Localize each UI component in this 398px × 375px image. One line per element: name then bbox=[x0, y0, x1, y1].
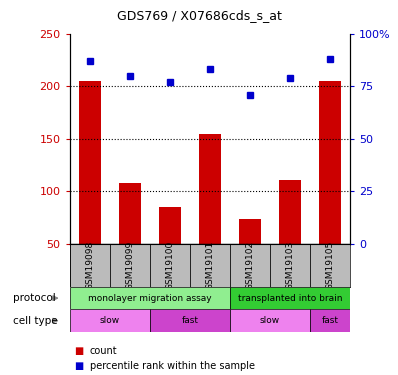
Bar bbox=[199, 134, 221, 244]
Bar bbox=[79, 81, 101, 244]
Bar bbox=[119, 183, 141, 244]
Text: GSM19098: GSM19098 bbox=[85, 241, 94, 290]
Text: slow: slow bbox=[260, 316, 280, 325]
Text: fast: fast bbox=[181, 316, 198, 325]
Text: GDS769 / X07686cds_s_at: GDS769 / X07686cds_s_at bbox=[117, 9, 281, 22]
Text: GSM19102: GSM19102 bbox=[246, 241, 255, 290]
Bar bbox=[310, 244, 350, 287]
Text: fast: fast bbox=[322, 316, 339, 325]
Bar bbox=[279, 180, 301, 244]
Bar bbox=[230, 287, 350, 309]
Text: slow: slow bbox=[100, 316, 120, 325]
Bar bbox=[150, 309, 230, 332]
Text: GSM19105: GSM19105 bbox=[326, 241, 335, 290]
Text: GSM19099: GSM19099 bbox=[125, 241, 134, 290]
Text: GSM19101: GSM19101 bbox=[205, 241, 215, 290]
Bar bbox=[150, 244, 190, 287]
Text: count: count bbox=[90, 346, 117, 355]
Bar bbox=[230, 309, 310, 332]
Text: transplanted into brain: transplanted into brain bbox=[238, 294, 342, 303]
Bar bbox=[110, 244, 150, 287]
Bar bbox=[270, 244, 310, 287]
Bar bbox=[230, 244, 270, 287]
Text: ■: ■ bbox=[74, 361, 83, 370]
Bar bbox=[159, 207, 181, 244]
Bar bbox=[190, 244, 230, 287]
Text: GSM19100: GSM19100 bbox=[165, 241, 174, 290]
Text: protocol: protocol bbox=[13, 293, 55, 303]
Bar bbox=[310, 309, 350, 332]
Bar bbox=[70, 287, 230, 309]
Text: monolayer migration assay: monolayer migration assay bbox=[88, 294, 212, 303]
Bar bbox=[239, 219, 261, 244]
Text: ■: ■ bbox=[74, 346, 83, 355]
Bar bbox=[319, 81, 341, 244]
Text: GSM19103: GSM19103 bbox=[286, 241, 295, 290]
Text: cell type: cell type bbox=[13, 316, 57, 326]
Bar bbox=[70, 309, 150, 332]
Text: percentile rank within the sample: percentile rank within the sample bbox=[90, 361, 255, 370]
Bar bbox=[70, 244, 110, 287]
